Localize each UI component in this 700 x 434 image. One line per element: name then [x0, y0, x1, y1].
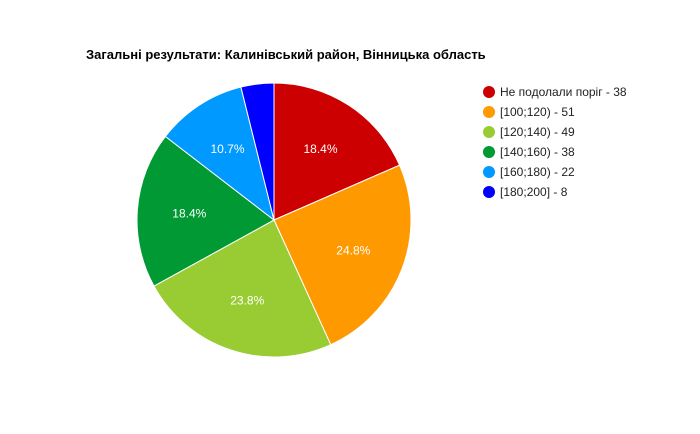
- legend-item-3: [140;160) - 38: [483, 142, 627, 162]
- legend-swatch-5: [483, 186, 495, 198]
- legend-item-4: [160;180) - 22: [483, 162, 627, 182]
- legend-label-2: [120;140) - 49: [500, 125, 575, 139]
- pie-slice-1: [273, 164, 412, 346]
- legend-item-1: [100;120) - 51: [483, 102, 627, 122]
- legend-label-0: Не подолали поріг - 38: [500, 85, 627, 99]
- pie-slice-2: [153, 219, 332, 358]
- slice-percent-label-4: 10.7%: [210, 142, 244, 156]
- legend-label-4: [160;180) - 22: [500, 165, 575, 179]
- pie-slice-0: [273, 82, 401, 221]
- legend-item-2: [120;140) - 49: [483, 122, 627, 142]
- legend-swatch-4: [483, 166, 495, 178]
- slice-percent-label-0: 18.4%: [303, 142, 337, 156]
- legend-swatch-1: [483, 106, 495, 118]
- legend-swatch-0: [483, 86, 495, 98]
- legend-swatch-3: [483, 146, 495, 158]
- legend-label-5: [180;200] - 8: [500, 185, 568, 199]
- chart-legend: Не подолали поріг - 38 [100;120) - 51 [120…: [483, 82, 627, 202]
- pie-slice-5: [240, 82, 275, 221]
- slice-percent-label-2: 23.8%: [230, 294, 264, 308]
- pie-slice-4: [164, 86, 275, 222]
- legend-label-3: [140;160) - 38: [500, 145, 575, 159]
- pie-slice-3: [136, 135, 275, 287]
- legend-label-1: [100;120) - 51: [500, 105, 575, 119]
- legend-item-5: [180;200] - 8: [483, 182, 627, 202]
- chart-title: Загальні результати: Калинівський район,…: [86, 47, 486, 62]
- slice-percent-label-1: 24.8%: [336, 243, 370, 257]
- slice-percent-label-3: 18.4%: [172, 207, 206, 221]
- legend-swatch-2: [483, 126, 495, 138]
- legend-item-0: Не подолали поріг - 38: [483, 82, 627, 102]
